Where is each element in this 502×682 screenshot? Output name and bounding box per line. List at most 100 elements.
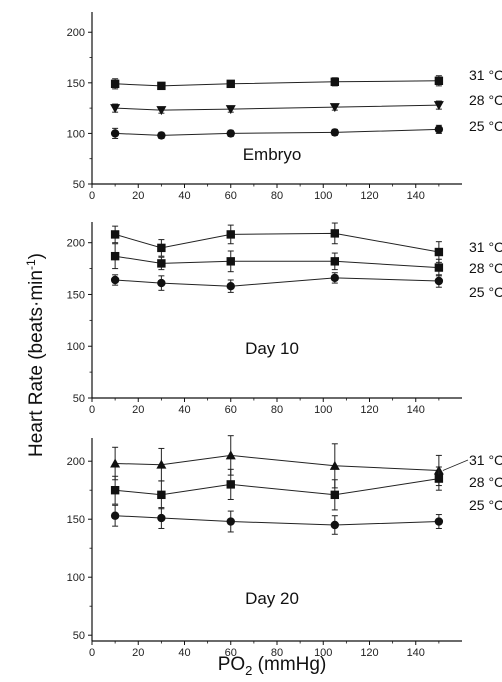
x-tick-label: 40 xyxy=(178,404,190,416)
data-point xyxy=(433,101,444,111)
data-point xyxy=(434,76,444,85)
data-point xyxy=(226,129,235,138)
x-tick-label: 60 xyxy=(225,647,237,659)
x-axis-title: PO2 (mmHg) xyxy=(218,654,327,678)
x-tick-label: 40 xyxy=(178,190,190,202)
data-point xyxy=(434,276,444,286)
panel-1: 0 20 40 60 80 100 120 140 50 100 150 200 31 °C 28 °C 2… xyxy=(67,12,502,202)
data-point xyxy=(329,460,340,470)
x-tick-label: 80 xyxy=(271,190,283,202)
y-tick-label: 150 xyxy=(67,78,85,90)
series-label: 28 °C xyxy=(469,92,502,108)
x-tick-label: 100 xyxy=(314,404,332,416)
y-tick-label: 150 xyxy=(67,514,85,526)
series-label: 31 °C xyxy=(469,239,502,255)
series-label: 31 °C xyxy=(469,67,502,83)
x-tick-label: 120 xyxy=(360,647,378,659)
x-tick-label: 20 xyxy=(132,647,144,659)
x-tick-label: 20 xyxy=(132,190,144,202)
data-point xyxy=(330,229,340,238)
data-point xyxy=(110,129,120,138)
x-tick-label: 100 xyxy=(314,647,332,659)
x-tick-label: 80 xyxy=(271,647,283,659)
x-tick-label: 140 xyxy=(407,647,425,659)
data-point xyxy=(110,230,120,239)
y-tick-label: 150 xyxy=(67,289,85,301)
series-label-leader xyxy=(442,459,469,471)
x-tick-label: 140 xyxy=(407,404,425,416)
x-tick-label: 120 xyxy=(360,404,378,416)
data-point xyxy=(330,490,340,500)
data-point xyxy=(225,450,236,460)
data-point xyxy=(330,77,340,87)
data-point xyxy=(157,490,166,500)
panel-annotation: Day 20 xyxy=(245,589,299,608)
y-tick-label: 100 xyxy=(67,572,85,584)
data-point xyxy=(330,128,340,137)
x-tick-label: 140 xyxy=(407,190,425,202)
data-point xyxy=(110,486,120,495)
data-point xyxy=(330,273,340,283)
data-point xyxy=(330,257,340,266)
x-tick-label: 0 xyxy=(89,190,95,202)
data-point xyxy=(226,480,235,489)
series-label: 25 °C xyxy=(469,497,502,513)
panel-3: 0 20 40 60 80 100 120 140 50 100 150 200 31 °C 28 °C 2… xyxy=(67,435,502,659)
x-tick-label: 80 xyxy=(271,404,283,416)
data-point xyxy=(110,458,121,468)
data-point xyxy=(434,474,444,483)
y-tick-label: 50 xyxy=(73,179,85,191)
y-tick-label: 200 xyxy=(67,238,85,250)
data-point xyxy=(110,251,120,261)
data-point xyxy=(157,131,166,140)
data-point xyxy=(157,259,166,268)
x-tick-label: 60 xyxy=(225,404,237,416)
series-label: 28 °C xyxy=(469,260,502,276)
data-point xyxy=(226,281,235,291)
y-tick-label: 100 xyxy=(67,341,85,353)
data-point xyxy=(110,275,120,285)
data-point xyxy=(157,81,166,91)
y-tick-label: 100 xyxy=(67,128,85,140)
x-tick-label: 100 xyxy=(314,190,332,202)
data-point xyxy=(226,230,235,239)
x-tick-label: 60 xyxy=(225,190,237,202)
data-point xyxy=(434,125,444,134)
data-point xyxy=(434,517,444,526)
data-point xyxy=(225,105,236,115)
x-tick-label: 0 xyxy=(89,404,95,416)
series-label: 28 °C xyxy=(469,474,502,490)
data-point xyxy=(157,243,166,253)
x-tick-label: 40 xyxy=(178,647,190,659)
data-point xyxy=(226,257,235,266)
series-label: 25 °C xyxy=(469,118,502,134)
data-point xyxy=(110,79,120,89)
data-point xyxy=(226,517,235,526)
data-point xyxy=(157,513,166,523)
y-tick-label: 200 xyxy=(67,27,85,39)
y-tick-label: 50 xyxy=(73,630,85,642)
x-tick-label: 0 xyxy=(89,647,95,659)
y-axis-title: Heart Rate (beats·min-1) xyxy=(24,253,47,457)
x-tick-label: 120 xyxy=(360,190,378,202)
series-label: 31 °C xyxy=(469,452,502,468)
data-point xyxy=(434,247,444,257)
data-point xyxy=(434,263,444,272)
data-point xyxy=(157,278,166,288)
data-point xyxy=(226,79,235,89)
data-point xyxy=(329,103,340,113)
data-point xyxy=(110,511,120,520)
data-point xyxy=(156,106,167,116)
data-point xyxy=(110,104,121,114)
panel-annotation: Embryo xyxy=(243,145,302,164)
panel-2: 0 20 40 60 80 100 120 140 50 100 150 200 31 °C 28 °C 2… xyxy=(67,222,502,416)
y-tick-label: 50 xyxy=(73,393,85,405)
x-tick-label: 20 xyxy=(132,404,144,416)
data-point xyxy=(156,459,167,469)
panel-annotation: Day 10 xyxy=(245,339,299,358)
data-point xyxy=(330,520,340,530)
series-label: 25 °C xyxy=(469,284,502,300)
y-tick-label: 200 xyxy=(67,456,85,468)
